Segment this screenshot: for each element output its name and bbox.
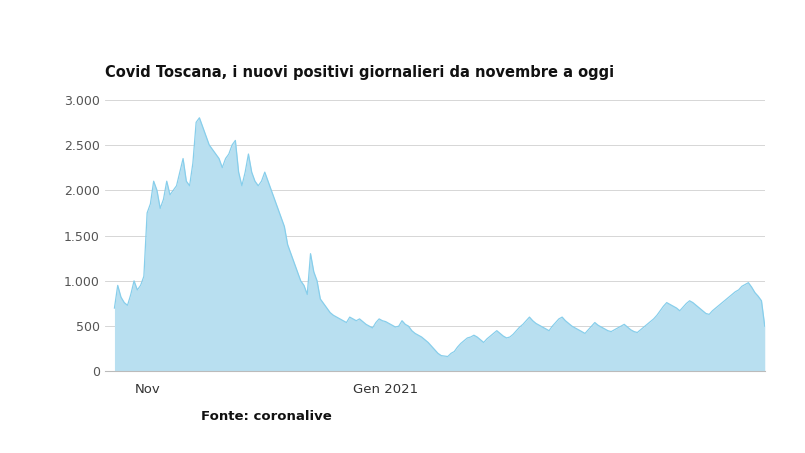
Text: Covid Toscana, i nuovi positivi giornalieri da novembre a oggi: Covid Toscana, i nuovi positivi giornali… [105, 65, 613, 80]
Text: Fonte: coronalive: Fonte: coronalive [201, 410, 332, 424]
